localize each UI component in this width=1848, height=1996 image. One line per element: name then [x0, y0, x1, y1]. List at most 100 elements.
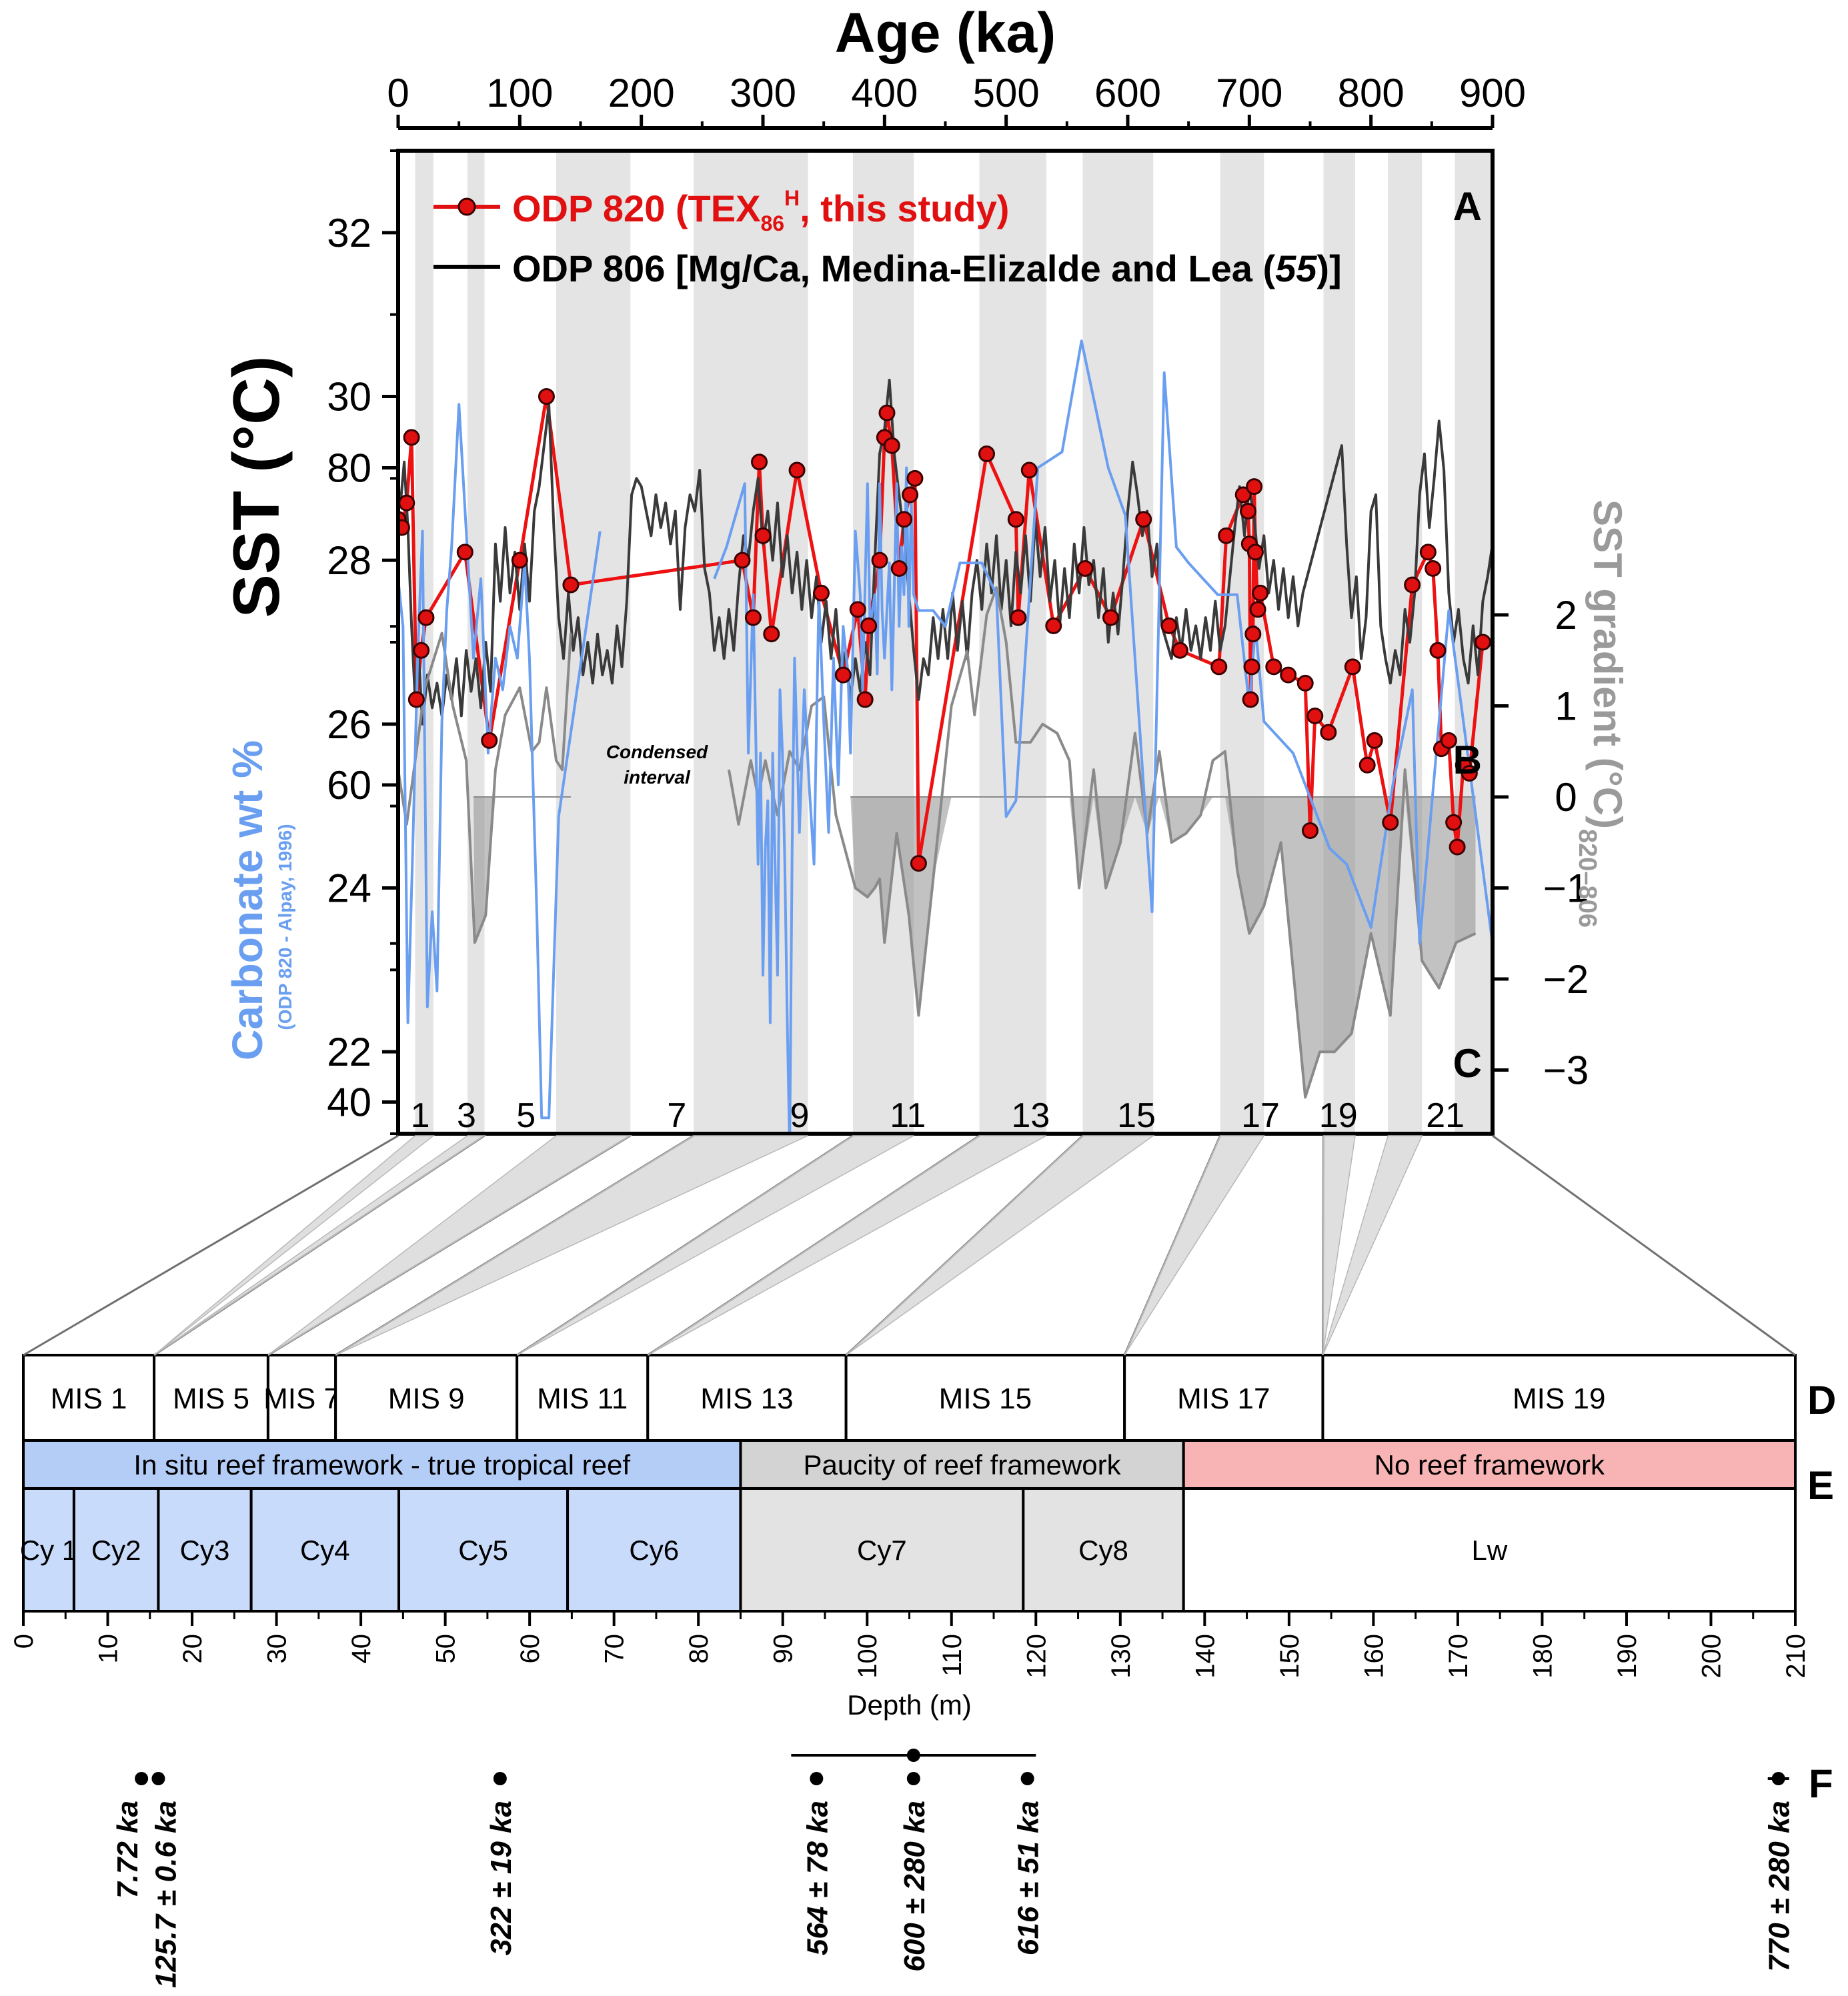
- gradient-axis-subscript: 820–806: [1573, 829, 1601, 928]
- reef-zone-label: In situ reef framework - true tropical r…: [133, 1449, 630, 1480]
- mis-number-label: 3: [457, 1096, 476, 1135]
- odp820-point: [1445, 814, 1463, 831]
- top-tick-label: 700: [1216, 71, 1282, 115]
- depth-tick-label: 70: [600, 1634, 630, 1664]
- mis-zone: [1123, 1354, 1324, 1442]
- cycle-label: Cy7: [857, 1535, 907, 1566]
- date-label: 125.7 ± 0.6 ka: [149, 1801, 182, 1988]
- date-label: 322 ± 19 ka: [485, 1801, 518, 1955]
- odp820-point: [878, 404, 896, 421]
- odp820-point: [417, 609, 435, 626]
- panel-letter: F: [1809, 1761, 1833, 1806]
- correlation-wedge: [1124, 1135, 1265, 1356]
- cycle-zone: [1022, 1487, 1185, 1613]
- series-line-3: [713, 339, 1493, 1134]
- gradient-tick-label: 1: [1555, 684, 1577, 729]
- depth-tick-label: 100: [853, 1634, 882, 1679]
- date-range-center: [906, 1749, 920, 1762]
- top-tick-label: 0: [387, 71, 409, 115]
- top-tick-label: 200: [608, 71, 675, 115]
- cycle-label: Cy3: [180, 1535, 230, 1566]
- date-marker: [135, 1772, 149, 1785]
- top-tick-label: 100: [486, 71, 553, 115]
- correlation-wedge: [267, 1135, 632, 1356]
- odp820-point: [834, 666, 852, 684]
- odp820-point: [1218, 527, 1235, 544]
- odp820-point: [1135, 511, 1152, 528]
- panel-letter: E: [1807, 1463, 1834, 1508]
- reef-zone-label: No reef framework: [1374, 1449, 1605, 1480]
- odp820-point: [1240, 502, 1257, 520]
- depth-tick-label: 190: [1613, 1634, 1642, 1679]
- odp820-point: [902, 486, 919, 504]
- odp820-point: [906, 469, 924, 487]
- carbonate-tick-label: 60: [327, 763, 371, 808]
- odp820-point: [978, 445, 995, 462]
- correlation-links: [23, 1134, 1796, 1356]
- panel-letter: A: [1453, 184, 1482, 229]
- cycle-label: Cy4: [300, 1535, 350, 1566]
- top-tick-label: 800: [1338, 71, 1405, 115]
- date-marker: [493, 1772, 507, 1785]
- odp820-point: [1076, 560, 1094, 577]
- odp820-point: [910, 855, 927, 872]
- dates-group: 7.72 ka 125.7 ± 0.6 ka 322 ± 19 ka 564 ± 78…: [111, 1749, 1796, 1988]
- odp820-point: [744, 609, 762, 626]
- correlation-wedge: [647, 1135, 1047, 1356]
- legend-label-odp820: ODP 820 (TEX86H, this study): [512, 186, 1009, 235]
- mis-number-label: 7: [667, 1096, 686, 1135]
- reef-zone: [1182, 1439, 1797, 1490]
- depth-tick-label: 60: [516, 1634, 545, 1664]
- date-label: 770 ± 280 ka: [1763, 1801, 1796, 1972]
- top-axis-title: Age (ka): [835, 1, 1056, 64]
- odp820-point: [1366, 732, 1383, 749]
- odp820-point: [788, 461, 806, 479]
- depth-tick-label: 30: [263, 1634, 292, 1664]
- odp820-point: [456, 544, 474, 561]
- condensed-label-line1: Condensed: [606, 742, 708, 762]
- cycle-zone: [739, 1487, 1025, 1613]
- mis-number-label: 13: [1012, 1096, 1050, 1135]
- odp820-point: [1102, 609, 1119, 626]
- odp820-point: [511, 552, 528, 569]
- odp820-point: [1449, 838, 1466, 856]
- series-line-1: [399, 378, 1493, 726]
- mis-number-label: 21: [1426, 1096, 1465, 1135]
- mis-zone-label: MIS 13: [700, 1382, 793, 1415]
- sst-tick-label: 28: [327, 538, 371, 583]
- odp820-point: [871, 552, 888, 569]
- depth-tick-label: 20: [178, 1634, 207, 1664]
- odp820-point: [856, 691, 874, 708]
- date-marker: [810, 1772, 824, 1785]
- legend-marker-odp820: [457, 197, 476, 216]
- odp820-point: [398, 494, 415, 512]
- odp820-point: [1265, 658, 1282, 676]
- panel-letter: C: [1453, 1041, 1482, 1086]
- mis-zone-label: MIS 17: [1177, 1382, 1270, 1415]
- depth-tick-label: 170: [1444, 1634, 1473, 1679]
- odp820-point: [734, 552, 751, 569]
- odp820-point: [1382, 814, 1399, 831]
- series-line-3: [398, 403, 602, 1120]
- odp820-point: [1243, 658, 1260, 676]
- gradient-tick-label: 2: [1555, 593, 1577, 638]
- sst-tick-label: 32: [327, 211, 371, 255]
- cycle-label: Cy2: [91, 1535, 141, 1566]
- reef-zone: [22, 1439, 742, 1490]
- depth-tick-label: 140: [1190, 1634, 1220, 1679]
- date-label: 564 ± 78 ka: [801, 1801, 834, 1955]
- odp820-point: [1358, 756, 1376, 774]
- top-tick-label: 400: [851, 71, 918, 115]
- mis-number-label: 9: [790, 1096, 810, 1135]
- cycle-zone: [249, 1487, 401, 1613]
- date-marker: [151, 1772, 165, 1785]
- cycle-zone: [566, 1487, 742, 1613]
- cycle-label: Lw: [1471, 1535, 1507, 1566]
- depth-tick-label: 80: [684, 1634, 714, 1664]
- cycle-label: Cy 1: [20, 1535, 77, 1566]
- mis-number-label: 5: [516, 1096, 536, 1135]
- date-label: 616 ± 51 ka: [1012, 1801, 1045, 1955]
- odp820-point: [1234, 486, 1252, 504]
- odp820-point: [1242, 691, 1259, 708]
